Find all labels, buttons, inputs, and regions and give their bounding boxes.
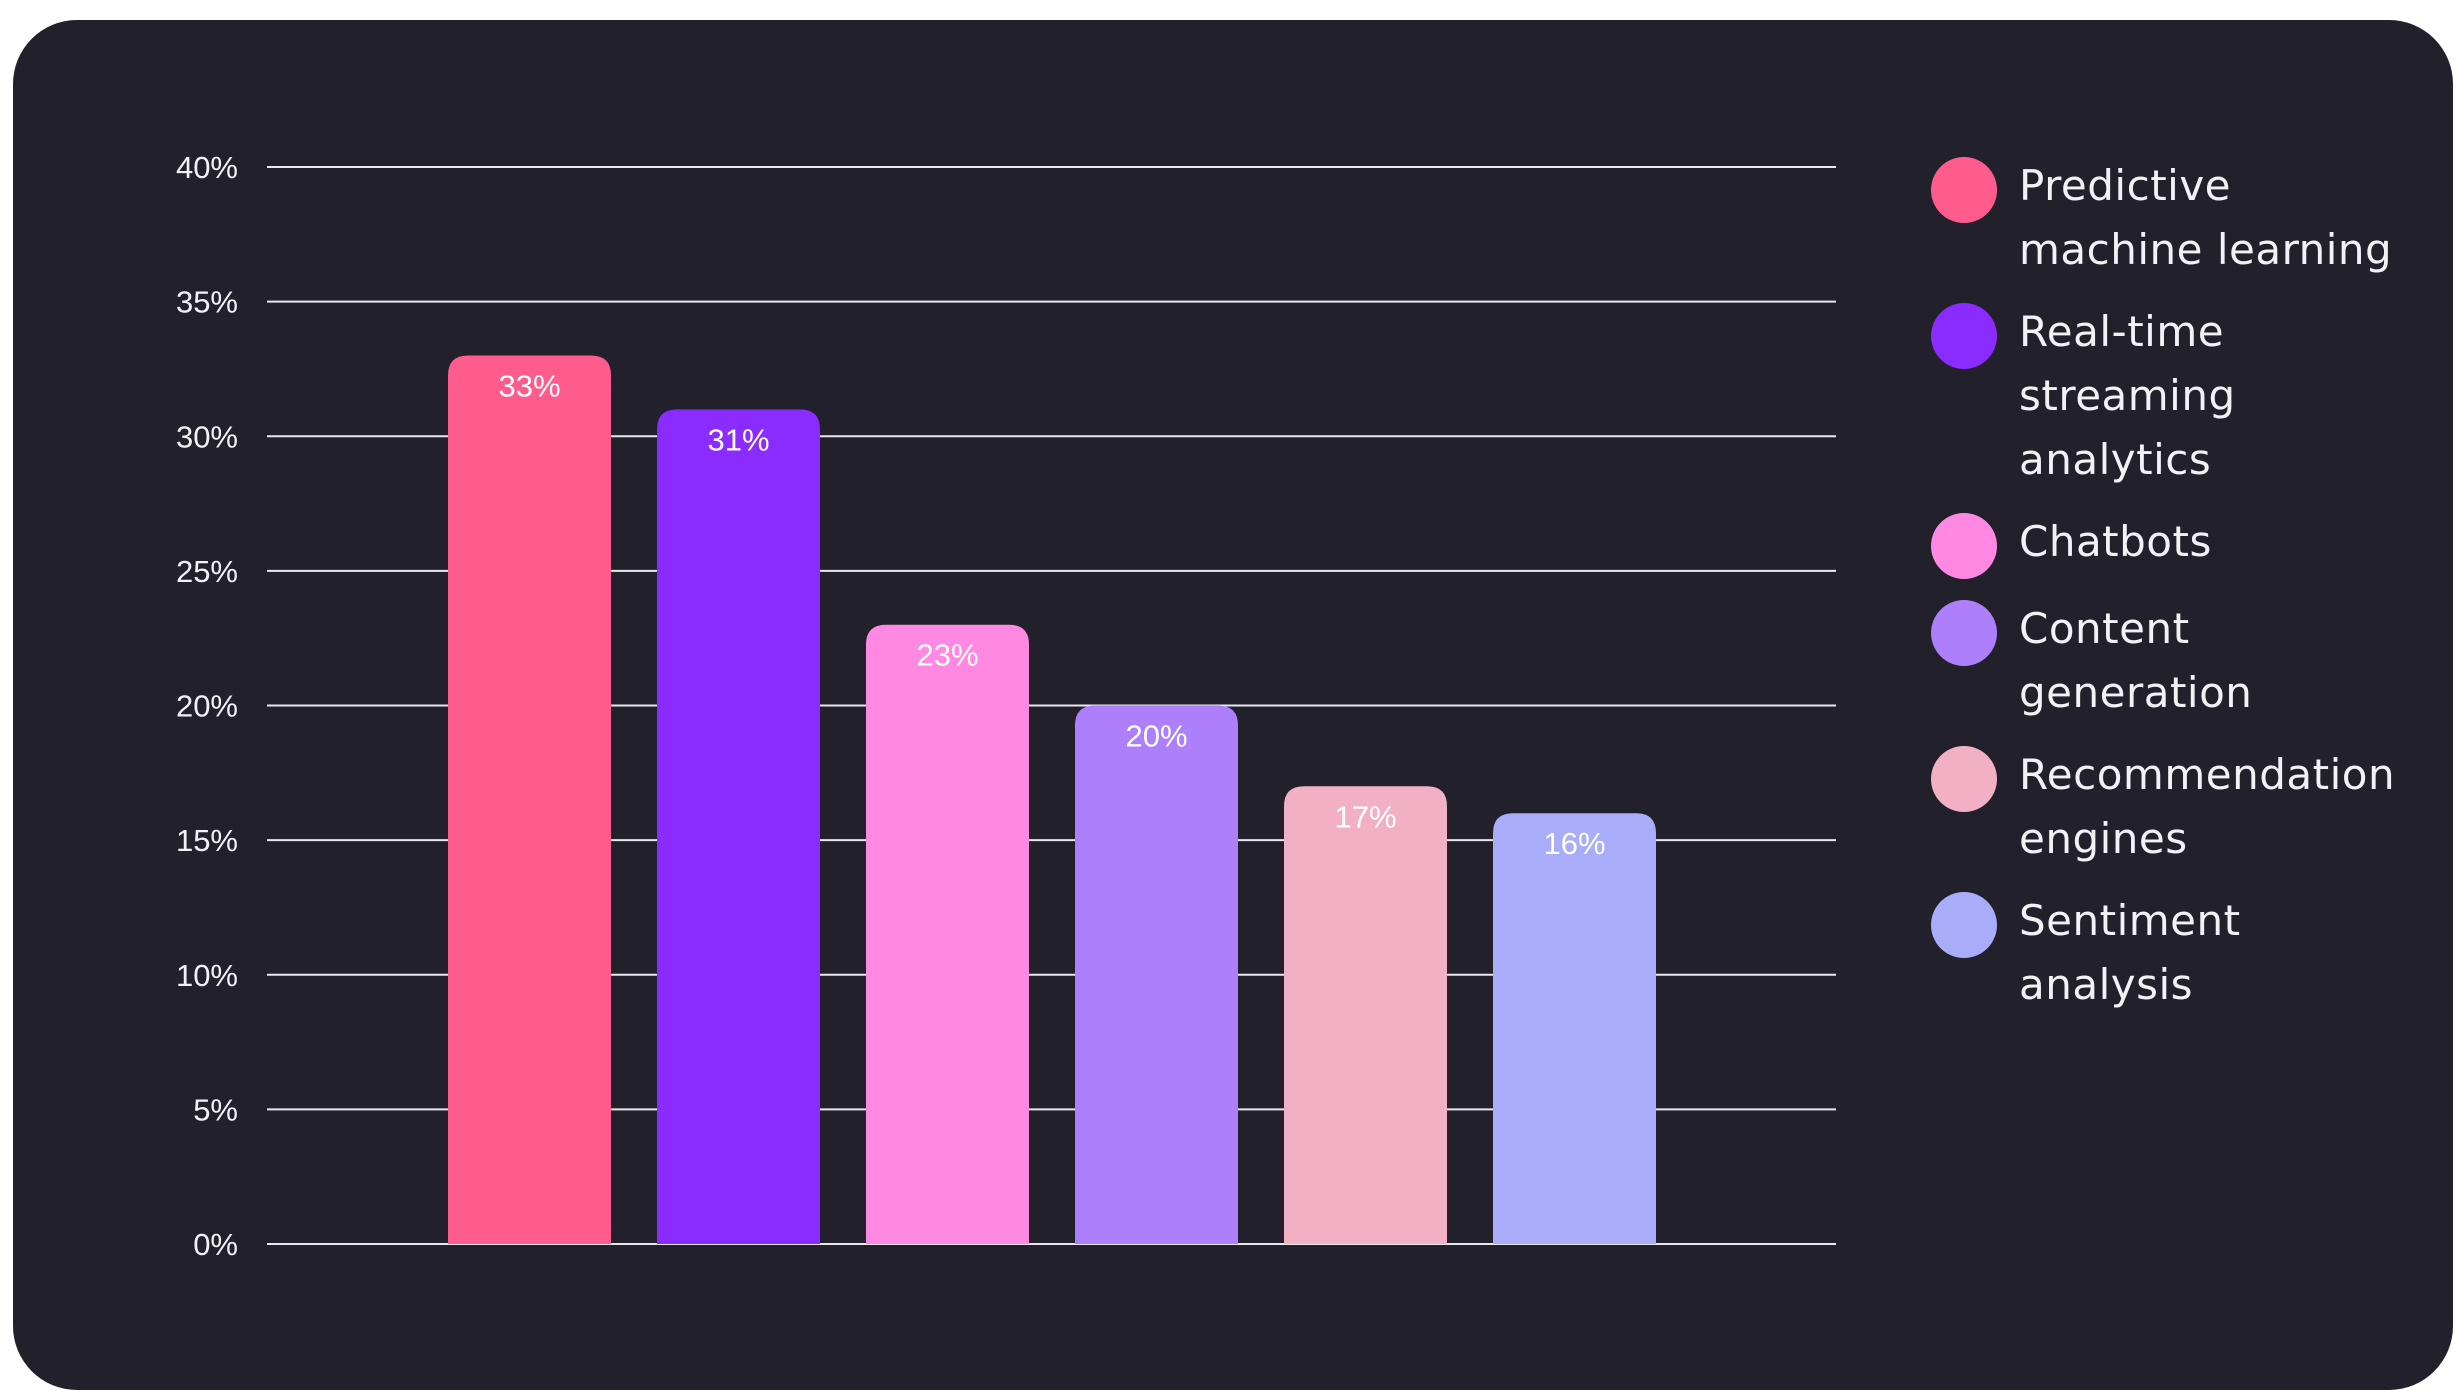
legend-swatch bbox=[1931, 157, 1997, 223]
bar-predictive-machine-learning bbox=[448, 355, 611, 1245]
legend-swatch bbox=[1931, 892, 1997, 958]
bar-real-time-streaming-analytics bbox=[657, 409, 820, 1244]
y-tick-label: 10% bbox=[176, 958, 238, 993]
legend-item: Content generation bbox=[1931, 600, 2431, 725]
y-axis: 0% 5% 10% 15% 20% 25% 30% 35% 40% bbox=[176, 150, 238, 1262]
data-label: 16% bbox=[1543, 826, 1605, 861]
y-tick-label: 20% bbox=[176, 689, 238, 724]
legend-swatch bbox=[1931, 600, 1997, 666]
legend-label: Sentiment analysis bbox=[2019, 896, 2241, 1009]
chart-card: 0% 5% 10% 15% 20% 25% 30% 35% 40% 33% 31% 23% 20% 17… bbox=[13, 20, 2453, 1390]
data-label: 23% bbox=[916, 638, 978, 673]
bar-recommendation-engines bbox=[1284, 786, 1447, 1244]
legend-label: Chatbots bbox=[2019, 517, 2212, 566]
bar-sentiment-analysis bbox=[1493, 813, 1656, 1244]
legend-label: Recommendation engines bbox=[2019, 750, 2396, 863]
legend-swatch bbox=[1931, 513, 1997, 579]
legend-label: Content generation bbox=[2019, 604, 2253, 717]
data-label: 17% bbox=[1334, 799, 1396, 834]
legend-item: Recommendation engines bbox=[1931, 746, 2431, 871]
legend-item: Predictive machine learning bbox=[1931, 157, 2431, 282]
data-label: 31% bbox=[707, 422, 769, 457]
y-tick-label: 0% bbox=[193, 1227, 238, 1262]
bars bbox=[448, 355, 1656, 1245]
bar-chatbots bbox=[866, 624, 1029, 1244]
y-tick-label: 35% bbox=[176, 285, 238, 320]
bar-chart: 0% 5% 10% 15% 20% 25% 30% 35% 40% 33% 31% 23% 20% 17… bbox=[176, 150, 1836, 1262]
data-label: 20% bbox=[1125, 719, 1187, 754]
y-tick-label: 15% bbox=[176, 823, 238, 858]
legend-swatch bbox=[1931, 303, 1997, 369]
data-labels: 33% 31% 23% 20% 17% 16% bbox=[498, 368, 1605, 861]
legend-item: Real-time streaming analytics bbox=[1931, 303, 2431, 492]
y-tick-label: 5% bbox=[193, 1092, 238, 1127]
legend-item: Chatbots bbox=[1931, 513, 2431, 579]
y-tick-label: 40% bbox=[176, 150, 238, 185]
legend-label: Predictive machine learning bbox=[2019, 161, 2393, 274]
legend: Predictive machine learning Real-time str… bbox=[1931, 157, 2431, 1041]
legend-swatch bbox=[1931, 746, 1997, 812]
legend-item: Sentiment analysis bbox=[1931, 892, 2431, 1017]
bar-content-generation bbox=[1075, 705, 1238, 1244]
y-tick-label: 25% bbox=[176, 554, 238, 589]
y-tick-label: 30% bbox=[176, 419, 238, 454]
data-label: 33% bbox=[498, 368, 560, 403]
legend-label: Real-time streaming analytics bbox=[2019, 307, 2236, 484]
